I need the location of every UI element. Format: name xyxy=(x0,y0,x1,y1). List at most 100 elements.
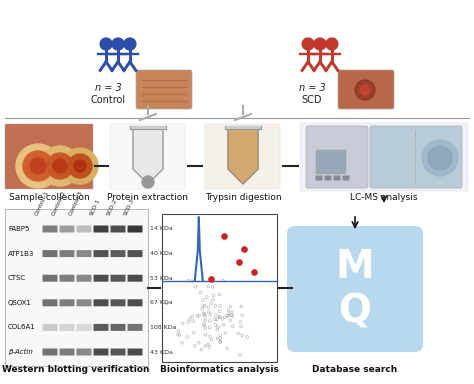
FancyBboxPatch shape xyxy=(110,299,126,306)
Point xyxy=(205,309,212,315)
Point xyxy=(206,344,213,350)
Point xyxy=(220,233,228,239)
Point xyxy=(228,313,236,319)
FancyBboxPatch shape xyxy=(93,324,109,331)
Point xyxy=(200,321,208,327)
Text: n = 3: n = 3 xyxy=(299,83,325,93)
Circle shape xyxy=(360,85,370,95)
FancyBboxPatch shape xyxy=(128,299,143,306)
Point xyxy=(237,323,245,329)
FancyBboxPatch shape xyxy=(60,250,74,257)
Text: SCD-3: SCD-3 xyxy=(123,197,135,216)
Point xyxy=(225,312,232,318)
Point xyxy=(216,313,223,319)
Point xyxy=(229,323,237,329)
Point xyxy=(175,328,182,334)
Circle shape xyxy=(16,144,60,188)
Point xyxy=(163,300,170,306)
Point xyxy=(237,319,244,325)
FancyBboxPatch shape xyxy=(60,225,74,232)
Point xyxy=(225,307,232,313)
Point xyxy=(240,246,247,252)
FancyBboxPatch shape xyxy=(5,124,93,189)
FancyBboxPatch shape xyxy=(93,349,109,356)
FancyBboxPatch shape xyxy=(5,209,148,366)
Point xyxy=(210,296,217,303)
Polygon shape xyxy=(130,126,166,129)
Point xyxy=(189,318,197,324)
FancyBboxPatch shape xyxy=(76,250,91,257)
Point xyxy=(208,300,215,306)
Circle shape xyxy=(314,38,326,50)
Circle shape xyxy=(355,80,375,100)
Point xyxy=(237,303,245,310)
FancyBboxPatch shape xyxy=(136,70,192,109)
FancyBboxPatch shape xyxy=(205,124,280,189)
FancyBboxPatch shape xyxy=(93,299,109,306)
Point xyxy=(217,339,224,345)
Circle shape xyxy=(74,160,86,172)
Point xyxy=(201,322,208,328)
FancyBboxPatch shape xyxy=(60,275,74,282)
Circle shape xyxy=(62,148,98,184)
FancyBboxPatch shape xyxy=(110,124,185,189)
Text: FABP5: FABP5 xyxy=(8,226,29,232)
FancyBboxPatch shape xyxy=(43,225,57,232)
Text: COL6A1: COL6A1 xyxy=(8,324,36,330)
Point xyxy=(207,311,214,318)
FancyBboxPatch shape xyxy=(110,324,126,331)
FancyBboxPatch shape xyxy=(128,225,143,232)
Text: 67 KDa: 67 KDa xyxy=(150,300,173,305)
Point xyxy=(238,332,246,338)
Point xyxy=(206,318,213,324)
Point xyxy=(190,330,198,336)
FancyBboxPatch shape xyxy=(128,275,143,282)
Text: Control-3: Control-3 xyxy=(68,189,84,216)
FancyBboxPatch shape xyxy=(43,324,57,331)
Circle shape xyxy=(326,38,338,50)
Point xyxy=(221,314,228,320)
FancyBboxPatch shape xyxy=(76,299,91,306)
Point xyxy=(211,316,219,323)
Circle shape xyxy=(30,158,46,174)
Point xyxy=(217,335,224,341)
Point xyxy=(175,332,183,338)
Point xyxy=(228,312,235,318)
Circle shape xyxy=(40,146,80,186)
FancyBboxPatch shape xyxy=(76,275,91,282)
Text: CTSC: CTSC xyxy=(8,275,26,281)
Circle shape xyxy=(68,154,92,178)
FancyBboxPatch shape xyxy=(162,214,277,362)
Circle shape xyxy=(124,38,136,50)
Point xyxy=(183,334,191,340)
Circle shape xyxy=(428,146,452,170)
Text: 14 KDa: 14 KDa xyxy=(150,227,173,232)
Point xyxy=(201,332,209,338)
Text: β-Actin: β-Actin xyxy=(8,349,33,355)
Point xyxy=(184,278,192,284)
Point xyxy=(201,343,209,349)
Text: Western blotting verification: Western blotting verification xyxy=(2,365,150,374)
Point xyxy=(216,308,224,314)
Text: Database search: Database search xyxy=(312,365,398,374)
Point xyxy=(214,335,221,341)
Text: QSOX1: QSOX1 xyxy=(8,300,32,306)
Text: SCD-1: SCD-1 xyxy=(89,197,101,216)
Point xyxy=(174,331,182,337)
Point xyxy=(205,283,212,290)
Point xyxy=(227,317,234,323)
Point xyxy=(189,313,196,319)
Point xyxy=(220,322,228,328)
Point xyxy=(199,297,207,303)
Text: Bioinformatics analysis: Bioinformatics analysis xyxy=(160,365,279,374)
Text: Control: Control xyxy=(91,95,126,105)
Point xyxy=(223,345,231,351)
FancyBboxPatch shape xyxy=(287,226,423,352)
FancyBboxPatch shape xyxy=(93,225,109,232)
Point xyxy=(217,332,224,338)
Text: 43 KDa: 43 KDa xyxy=(150,349,173,354)
Point xyxy=(213,316,220,323)
Point xyxy=(216,291,223,298)
Point xyxy=(207,276,215,282)
Point xyxy=(186,316,194,322)
